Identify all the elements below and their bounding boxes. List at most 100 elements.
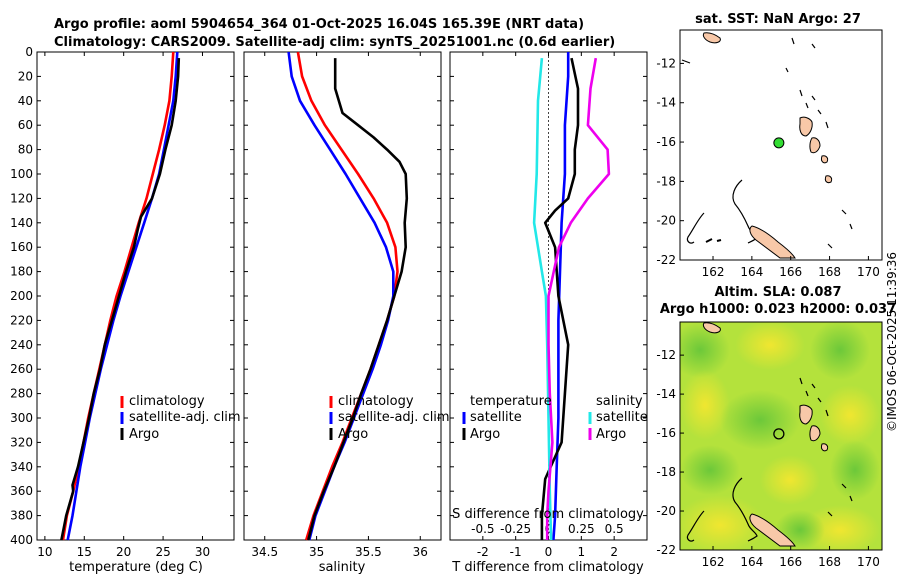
sla-title-2: Argo h1000: 0.023 h2000: 0.037: [660, 302, 896, 317]
santo-island: [799, 116, 813, 137]
lon-tick-label: 166: [779, 555, 802, 569]
torres-island: [702, 32, 721, 44]
temperature-panel: 0 20 40 60 80 100 120 140 160 180 200 220 240 260 280 3…: [10, 45, 241, 575]
series-line-t-argo: [540, 57, 580, 540]
series-line-argo: [307, 58, 409, 541]
y-tick-label: 0: [25, 45, 33, 59]
lon-tick-label: 164: [740, 555, 763, 569]
y-tick-label: 200: [10, 289, 33, 303]
y-tick-label: 120: [10, 191, 33, 205]
lat-tick-label: -20: [656, 504, 676, 518]
s-tick-label: 0.5: [605, 522, 624, 536]
x-tick-label: -1: [510, 545, 522, 559]
sst-coastline: [681, 37, 853, 249]
s-tick-label: -0.25: [500, 522, 531, 536]
lon-tick-label: 164: [740, 265, 763, 279]
y-tick-label: 320: [10, 435, 33, 449]
temperature-legend: climatology satellite-adj. clim Argo: [120, 394, 241, 442]
title-line-2: Climatology: CARS2009. Satellite-adj cli…: [54, 35, 615, 50]
legend-satellite: satellite-adj. clim: [338, 410, 450, 425]
lon-tick-label: 162: [702, 265, 725, 279]
lat-tick-label: -14: [656, 387, 676, 401]
lat-tick-label: -18: [656, 465, 676, 479]
x-tick-label: 36: [413, 545, 428, 559]
series-line-s-argo: [545, 57, 611, 540]
difference-legend: temperature satellite Argo salinity sate…: [462, 394, 648, 442]
x-tick-label: 15: [77, 545, 92, 559]
x-tick-label: 30: [195, 545, 210, 559]
lon-tick-label: 168: [818, 555, 841, 569]
credit-stamp: ©IMOS 06-Oct-2025 11:39:36: [885, 252, 899, 432]
sla-map-axes: [679, 321, 883, 551]
y-tick-label: 380: [10, 509, 33, 523]
series-line-s-satellite: [532, 57, 553, 541]
title-line-1: Argo profile: aoml 5904654_364 01-Oct-20…: [54, 17, 584, 32]
x-tick-label: 1: [578, 545, 586, 559]
sla-map: Altim. SLA: 0.087 Argo h1000: 0.023 h200…: [656, 285, 896, 569]
lon-tick-label: 162: [702, 555, 725, 569]
erromango-island: [824, 175, 833, 184]
legend-argo: Argo: [129, 427, 159, 442]
malekula-island: [809, 137, 821, 154]
sst-map-title: sat. SST: NaN Argo: 27: [695, 12, 861, 27]
sla-field: [680, 322, 882, 550]
y-tick-label: 20: [18, 69, 33, 83]
x-tick-label: 35: [309, 545, 324, 559]
y-tick-label: 40: [18, 94, 33, 108]
x-tick-label: 34.5: [251, 545, 278, 559]
salinity-axes: [243, 51, 442, 541]
lon-tick-label: 166: [779, 265, 802, 279]
lon-tick-label: 170: [857, 265, 880, 279]
sla-title-1: Altim. SLA: 0.087: [715, 285, 842, 300]
lat-tick-label: -16: [656, 135, 676, 149]
lat-tick-label: -12: [656, 348, 676, 362]
y-tick-label: 60: [18, 118, 33, 132]
legend-salinity-title: salinity: [596, 394, 643, 409]
y-tick-label: 240: [10, 338, 33, 352]
sst-land: [702, 32, 833, 259]
y-tick-label: 180: [10, 265, 33, 279]
y-tick-label: 80: [18, 143, 33, 157]
lon-tick-label: 168: [818, 265, 841, 279]
lat-tick-label: -14: [656, 96, 676, 110]
x-tick-label: 2: [610, 545, 618, 559]
x-tick-label: 20: [116, 545, 131, 559]
lon-tick-label: 170: [857, 555, 880, 569]
lat-tick-label: -18: [656, 174, 676, 188]
lat-tick-label: -22: [656, 253, 676, 267]
legend-t-argo: Argo: [470, 427, 500, 442]
x-tick-label: 35.5: [355, 545, 382, 559]
lat-tick-label: -22: [656, 543, 676, 557]
y-tick-label: 220: [10, 313, 33, 327]
legend-climatology: climatology: [129, 394, 205, 409]
legend-argo: Argo: [338, 427, 368, 442]
x-tick-label: 0: [545, 545, 553, 559]
y-tick-label: 160: [10, 240, 33, 254]
lat-tick-label: -20: [656, 214, 676, 228]
salinity-xlabel: salinity: [319, 560, 366, 575]
x-tick-label: 25: [155, 545, 170, 559]
salinity-panel: 34.5 35 35.5 36 salinity climatology satell…: [243, 51, 450, 575]
new-caledonia: [749, 225, 796, 259]
y-tick-label: 340: [10, 460, 33, 474]
x-tick-label: 10: [37, 545, 52, 559]
y-tick-label: 100: [10, 167, 33, 181]
lat-tick-label: -16: [656, 426, 676, 440]
efate-island: [821, 155, 829, 164]
x-tick-label: -2: [477, 545, 489, 559]
lat-tick-label: -12: [656, 56, 676, 70]
y-tick-label: 300: [10, 411, 33, 425]
y-tick-label: 260: [10, 362, 33, 376]
legend-t-satellite: satellite: [470, 410, 522, 425]
sst-map: sat. SST: NaN Argo: 27 162 164 166 168 170 -1…: [656, 12, 883, 279]
y-tick-label: 280: [10, 387, 33, 401]
s-tick-label: -0.5: [471, 522, 494, 536]
temperature-xlabel: temperature (deg C): [69, 560, 203, 575]
y-tick-label: 400: [10, 533, 33, 547]
series-line-argo: [60, 58, 181, 541]
s-difference-label: S difference from climatology: [452, 507, 644, 522]
s-tick-label: 0.25: [568, 522, 595, 536]
y-tick-label: 140: [10, 216, 33, 230]
legend-satellite: satellite-adj. clim: [129, 410, 241, 425]
